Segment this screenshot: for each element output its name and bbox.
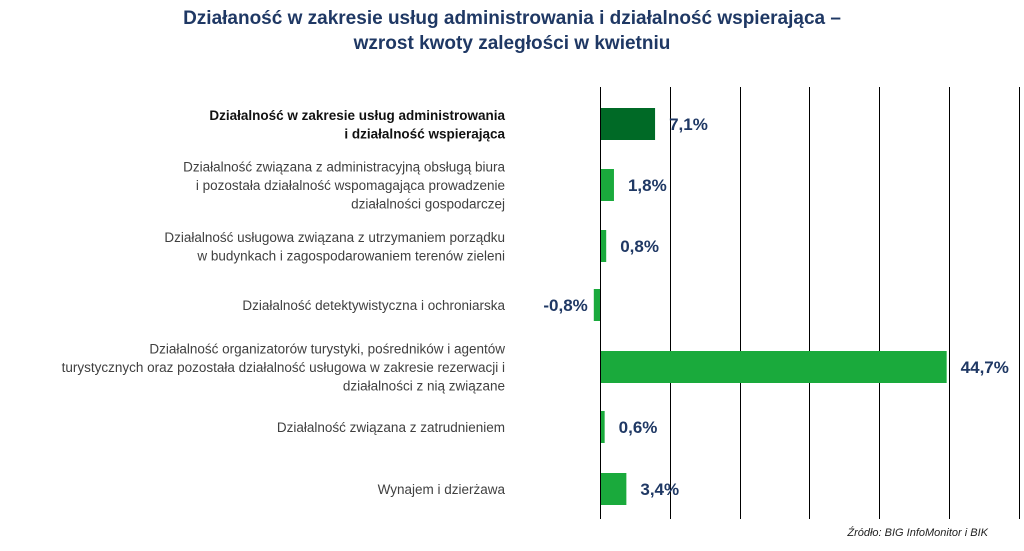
category-label-line: Działalność usługowa związana z utrzyman…	[164, 230, 505, 245]
category-label-3: Działalność detektywistyczna i ochroniar…	[242, 298, 505, 313]
category-label-line: Działalność związana z administracyjną o…	[183, 160, 505, 175]
category-label-0: Działalność w zakresie usług administrow…	[209, 108, 505, 142]
value-label-5: 0,6%	[619, 418, 658, 437]
category-label-line: Działalność organizatorów turystyki, poś…	[149, 342, 505, 357]
category-label-line: Wynajem i dzierżawa	[378, 482, 506, 497]
source-note: Źródło: BIG InfoMonitor i BIK	[847, 527, 988, 539]
value-label-4: 44,7%	[961, 358, 1009, 377]
bar-4	[600, 351, 947, 383]
category-label-line: w budynkach i zagospodarowaniem terenów …	[196, 248, 505, 263]
bar-2	[600, 230, 607, 262]
bar-0	[600, 108, 656, 140]
value-label-3: -0,8%	[543, 296, 587, 315]
category-label-2: Działalność usługowa związana z utrzyman…	[164, 230, 505, 264]
category-label-5: Działalność związana z zatrudnieniem	[277, 420, 505, 435]
category-label-6: Wynajem i dzierżawa	[378, 482, 506, 497]
bar-6	[600, 473, 627, 505]
category-label-line: działalności z nią związane	[343, 379, 505, 394]
category-label-4: Działalność organizatorów turystyki, poś…	[62, 342, 506, 394]
chart-title-line-2: wzrost kwoty zaległości w kwietniu	[353, 33, 671, 54]
value-label-0: 7,1%	[669, 115, 708, 134]
bar-3	[593, 289, 600, 321]
category-label-line: i działalność wspierająca	[344, 126, 505, 141]
bar-1	[600, 169, 614, 201]
category-label-line: Działalność związana z zatrudnieniem	[277, 420, 505, 435]
value-label-2: 0,8%	[620, 237, 659, 256]
category-label-line: Działalność detektywistyczna i ochroniar…	[242, 298, 505, 313]
category-label-line: Działalność w zakresie usług administrow…	[209, 108, 505, 123]
category-label-line: turystycznych oraz pozostała działalność…	[62, 360, 505, 375]
category-label-1: Działalność związana z administracyjną o…	[183, 160, 505, 212]
chart-title-line-1: Działaność w zakresie usług administrowa…	[183, 8, 841, 29]
category-label-line: i pozostała działalność wspomagająca pro…	[196, 178, 505, 193]
category-label-line: działalności gospodarczej	[351, 197, 505, 212]
bar-5	[600, 411, 605, 443]
chart-title: Działaność w zakresie usług administrowa…	[0, 6, 1024, 56]
value-label-6: 3,4%	[640, 480, 679, 499]
value-label-1: 1,8%	[628, 176, 667, 195]
